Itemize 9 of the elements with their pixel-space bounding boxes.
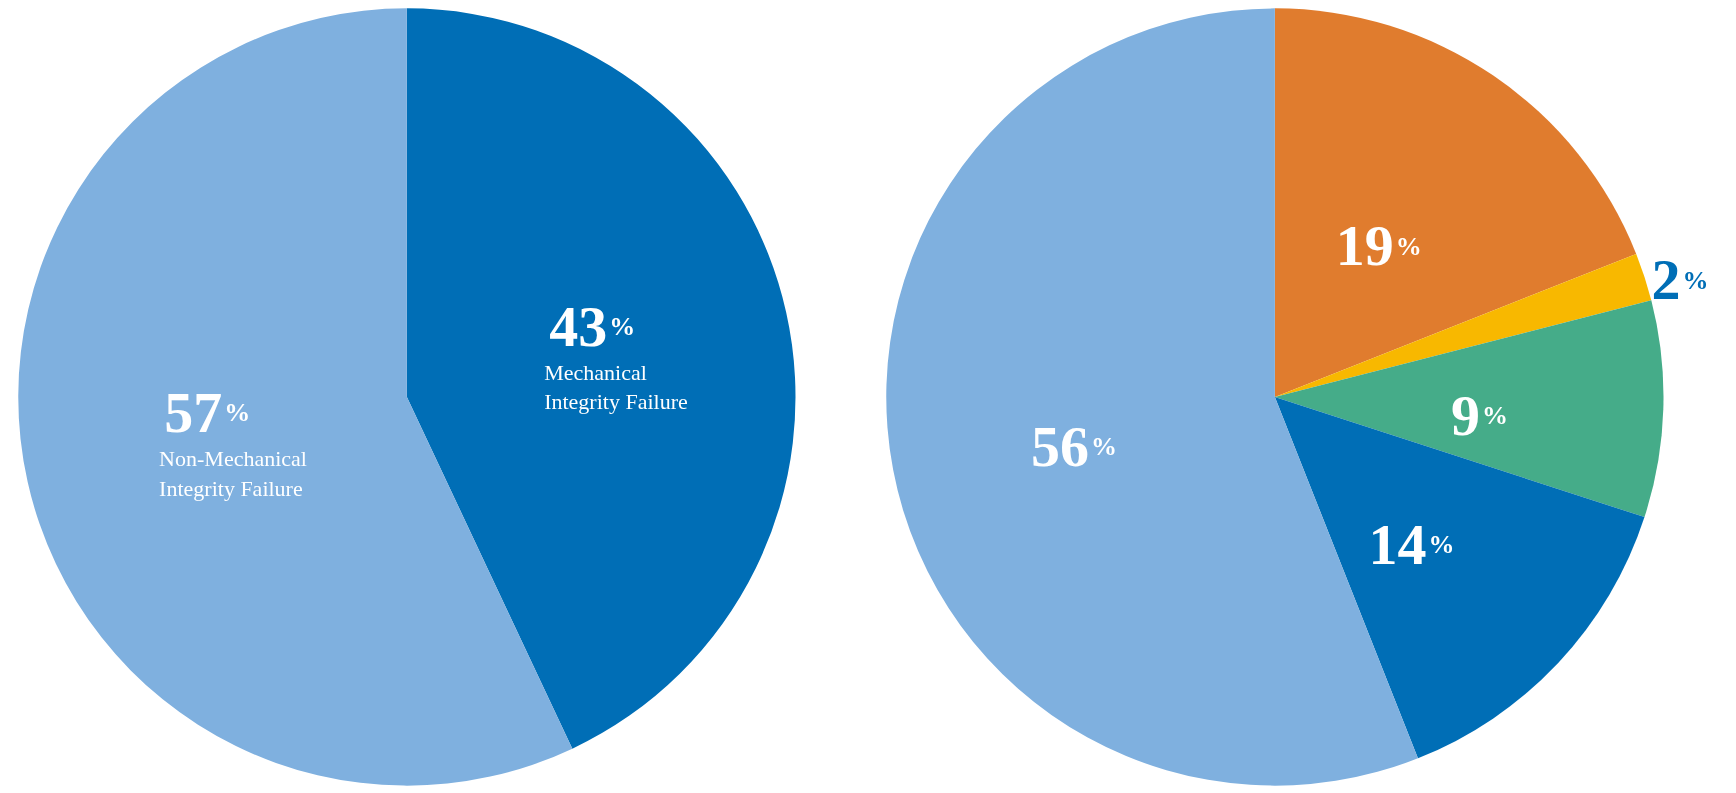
data-label: 14% bbox=[1368, 511, 1455, 577]
data-label: 56% bbox=[1030, 413, 1117, 479]
data-label: 43% bbox=[549, 294, 636, 360]
data-label: 57% bbox=[164, 380, 251, 446]
slice-label: Mechanical Integrity Failure bbox=[544, 359, 688, 415]
data-label: 19% bbox=[1335, 213, 1422, 279]
slice-label: Non-Mechanical Integrity Failure bbox=[159, 445, 307, 501]
data-label: 2% bbox=[1651, 247, 1709, 313]
data-label: 9% bbox=[1450, 382, 1508, 448]
